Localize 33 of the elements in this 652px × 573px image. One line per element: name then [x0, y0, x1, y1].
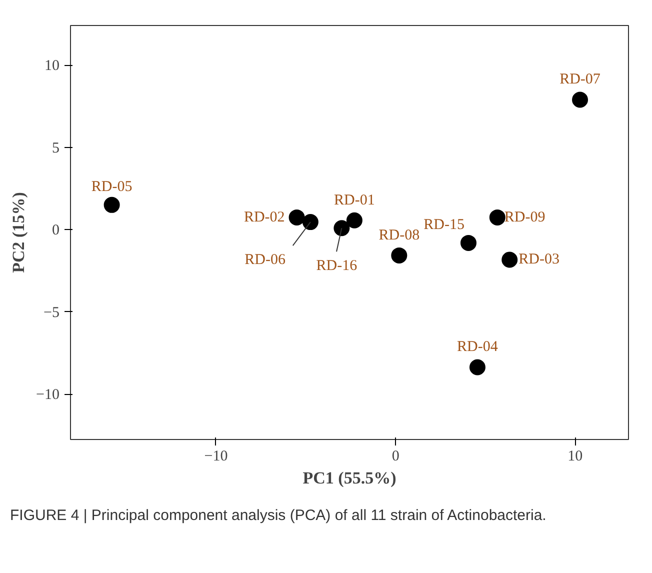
y-tick-label: 5 [52, 140, 60, 156]
point [346, 212, 362, 228]
data-label: RD-04 [457, 339, 498, 356]
y-tick-label: −5 [44, 304, 60, 321]
point [334, 220, 350, 236]
x-tick-label: 0 [392, 448, 400, 464]
point [104, 196, 120, 213]
y-tick-label: −10 [36, 387, 60, 404]
data-label: RD-08 [378, 227, 420, 244]
x-axis-title: PC1 (55.5%) [302, 468, 396, 488]
point [391, 247, 408, 264]
point [502, 252, 518, 268]
data-label: RD-03 [518, 252, 560, 268]
y-tick-label: 0 [52, 222, 60, 239]
point [469, 359, 486, 376]
point [460, 234, 476, 251]
data-label: RD-02 [244, 209, 285, 226]
y-tick-label: 10 [44, 58, 60, 74]
data-label: RD-05 [91, 178, 132, 195]
point [489, 209, 506, 226]
point [288, 209, 305, 226]
data-label: RD-01 [334, 192, 375, 208]
data-label: RD-07 [560, 72, 601, 88]
data-label: RD-16 [316, 258, 358, 274]
point [572, 92, 588, 108]
caption: FIGURE 4 | Principal component analysis (PCA) of all 11 strain of Actinobacteria. [10, 506, 546, 526]
point [302, 214, 318, 230]
x-tick-label: 10 [568, 448, 583, 464]
data-label: RD-15 [424, 216, 464, 233]
data-label: RD-06 [244, 252, 286, 268]
x-tick-label: −10 [204, 448, 228, 464]
data-label: RD-09 [504, 209, 546, 226]
y-axis-title: PC2 (15%) [9, 192, 28, 273]
